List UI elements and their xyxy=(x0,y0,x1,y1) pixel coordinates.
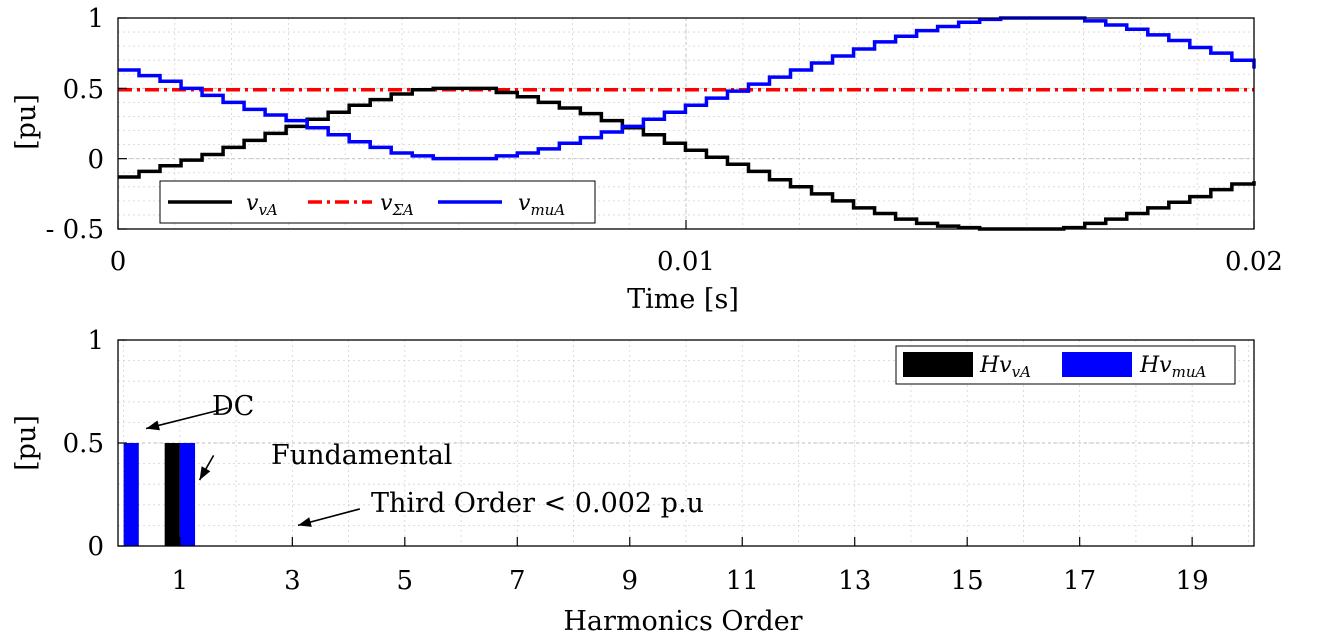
y-tick-label: - 0.5 xyxy=(46,215,104,245)
y-tick-label: 1 xyxy=(87,4,104,34)
tick-marks xyxy=(117,17,1255,230)
y-tick-label: 0.5 xyxy=(63,75,104,105)
x-axis-label: Harmonics Order xyxy=(563,606,802,637)
y-tick-label: 0 xyxy=(87,532,104,562)
tick-marks xyxy=(118,339,1193,547)
legend-entry-vva: vvA xyxy=(246,191,278,219)
legend: vvA vΣA vmuA xyxy=(159,180,596,224)
x-tick-label: 3 xyxy=(284,566,301,596)
time-domain-plot: - 0.5 0 0.5 1 0 0.01 0.02 Time [s] [pu] … xyxy=(11,4,1283,315)
harmonics-plot: 0 0.5 1 1 3 5 7 9 11 13 15 17 19 Harmonics Order … xyxy=(11,326,1255,637)
legend-swatch-hvmua xyxy=(1062,352,1132,377)
x-tick-label: 9 xyxy=(621,566,638,596)
legend-swatch-hvva xyxy=(903,352,973,377)
x-tick-label: 0.01 xyxy=(657,247,715,277)
x-tick-label: 17 xyxy=(1063,566,1096,596)
annotation-fundamental: Fundamental xyxy=(271,440,452,471)
x-tick-labels: 1 3 5 7 9 11 13 15 17 19 xyxy=(172,566,1209,596)
x-tick-label: 7 xyxy=(509,566,526,596)
annotation-arrow-head xyxy=(199,466,211,481)
x-tick-label: 11 xyxy=(726,566,759,596)
annotation-dc: DC xyxy=(212,391,254,422)
legend-box xyxy=(159,180,596,224)
bar-hvmua xyxy=(179,443,196,546)
annotation-arrow-head xyxy=(146,420,160,431)
bar-hvmua xyxy=(123,443,139,546)
x-tick-label: 1 xyxy=(172,566,189,596)
x-tick-label: 19 xyxy=(1176,566,1209,596)
y-tick-label: 1 xyxy=(87,326,104,356)
y-axis-label: [pu] xyxy=(11,94,42,150)
x-tick-label: 0 xyxy=(110,247,127,277)
x-tick-label: 15 xyxy=(951,566,984,596)
annotations: DC Fundamental Third Order < 0.002 p.u xyxy=(145,391,704,527)
legend-entry-hvmua: HvmuA xyxy=(1139,353,1207,381)
legend-entry-vsigmaa: vΣA xyxy=(380,191,414,219)
x-tick-label: 5 xyxy=(397,566,414,596)
annotation-arrow-line xyxy=(145,407,228,430)
legend-entry-hvva: HvvA xyxy=(979,353,1031,381)
legend-entry-vmua: vmuA xyxy=(518,191,565,219)
x-tick-label: 0.02 xyxy=(1225,247,1283,277)
y-tick-label: 0 xyxy=(87,145,104,175)
annotation-third-order: Third Order < 0.002 p.u xyxy=(371,488,704,519)
bar-hvva xyxy=(164,443,180,546)
x-tick-label: 13 xyxy=(838,566,871,596)
annotation-arrow-head xyxy=(297,517,312,527)
grid xyxy=(117,17,1255,230)
y-axis-label: [pu] xyxy=(11,415,42,471)
legend: HvvA HvmuA xyxy=(895,345,1236,385)
x-axis-label: Time [s] xyxy=(627,284,739,315)
y-tick-label: 0.5 xyxy=(63,429,104,459)
bars xyxy=(123,443,308,546)
